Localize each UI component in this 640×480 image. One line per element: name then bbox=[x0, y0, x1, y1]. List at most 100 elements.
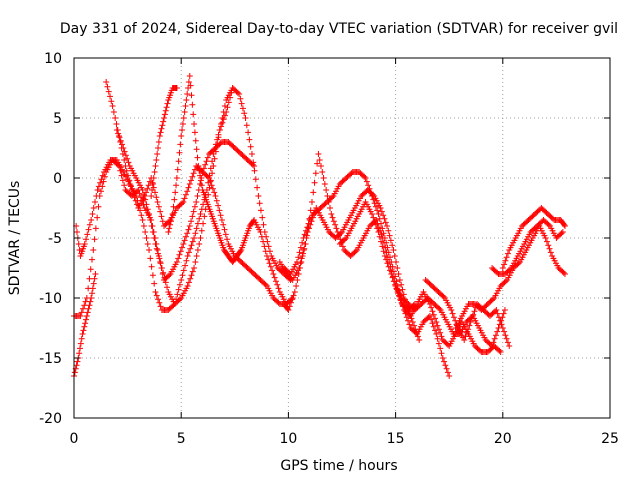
data-point bbox=[220, 116, 227, 123]
data-point bbox=[250, 159, 257, 166]
data-point bbox=[348, 170, 355, 177]
data-point bbox=[179, 272, 186, 279]
data-point bbox=[173, 175, 180, 181]
data-point bbox=[467, 319, 474, 325]
data-point bbox=[375, 211, 382, 217]
y-tick-label: -20 bbox=[39, 411, 62, 427]
data-point bbox=[371, 218, 378, 225]
data-point bbox=[302, 241, 309, 247]
data-point bbox=[443, 365, 450, 372]
data-point bbox=[286, 303, 293, 310]
data-point bbox=[81, 241, 88, 247]
y-axis-label: SDTVAR / TECUs bbox=[7, 181, 23, 296]
data-point bbox=[197, 177, 204, 184]
data-point bbox=[406, 321, 413, 328]
data-point bbox=[187, 275, 194, 282]
data-point bbox=[180, 241, 187, 247]
data-point bbox=[448, 307, 455, 313]
data-point bbox=[248, 151, 255, 157]
data-point bbox=[185, 249, 192, 256]
data-point bbox=[213, 197, 220, 204]
data-point bbox=[90, 205, 97, 211]
data-point bbox=[398, 281, 405, 288]
data-point bbox=[494, 328, 501, 335]
data-point bbox=[162, 279, 169, 286]
data-point bbox=[113, 127, 120, 133]
data-point bbox=[182, 233, 189, 240]
data-point bbox=[86, 221, 93, 228]
data-point bbox=[211, 189, 218, 196]
data-point bbox=[159, 218, 166, 225]
data-point bbox=[87, 266, 94, 273]
data-point bbox=[380, 248, 387, 255]
data-point bbox=[88, 295, 95, 301]
data-point bbox=[103, 79, 110, 85]
data-point bbox=[79, 331, 86, 337]
data-point bbox=[184, 283, 191, 289]
data-point bbox=[384, 223, 391, 229]
data-point bbox=[383, 249, 390, 256]
data-point bbox=[362, 175, 369, 181]
data-point bbox=[363, 178, 370, 185]
data-point bbox=[463, 329, 470, 336]
data-point bbox=[202, 161, 209, 168]
data-point bbox=[435, 340, 442, 347]
data-point bbox=[74, 358, 81, 365]
data-point bbox=[296, 265, 303, 271]
data-point bbox=[75, 241, 82, 247]
data-point bbox=[183, 257, 190, 264]
data-point bbox=[361, 173, 368, 180]
data-point bbox=[413, 329, 420, 336]
data-point bbox=[178, 133, 185, 139]
data-point bbox=[265, 256, 272, 263]
data-point bbox=[434, 335, 441, 342]
data-point bbox=[142, 229, 149, 235]
data-point bbox=[190, 170, 197, 177]
data-point bbox=[406, 311, 413, 318]
data-point bbox=[446, 373, 453, 379]
data-point bbox=[382, 219, 389, 226]
data-point bbox=[76, 350, 83, 357]
data-point bbox=[180, 199, 187, 205]
data-point bbox=[495, 314, 502, 321]
data-point bbox=[176, 281, 183, 288]
data-point bbox=[193, 225, 200, 232]
data-point bbox=[184, 230, 191, 237]
data-point bbox=[545, 221, 552, 228]
data-point bbox=[201, 213, 208, 220]
data-point bbox=[77, 345, 84, 352]
data-point bbox=[242, 115, 249, 121]
data-point bbox=[218, 217, 225, 223]
data-point bbox=[381, 215, 388, 222]
data-point bbox=[109, 103, 116, 109]
data-point bbox=[157, 260, 164, 267]
data-point bbox=[493, 307, 500, 313]
data-point bbox=[155, 145, 162, 151]
data-point bbox=[167, 218, 174, 225]
data-point bbox=[542, 235, 549, 241]
data-point bbox=[112, 115, 119, 121]
data-point bbox=[192, 259, 199, 265]
data-point bbox=[159, 122, 166, 129]
data-point bbox=[99, 172, 106, 179]
data-point bbox=[153, 292, 160, 299]
data-point bbox=[177, 248, 184, 255]
data-point bbox=[396, 277, 403, 283]
y-tick-label: -10 bbox=[39, 291, 62, 307]
data-point bbox=[465, 326, 472, 333]
data-point bbox=[394, 265, 401, 271]
data-point bbox=[148, 223, 155, 229]
data-point bbox=[143, 201, 150, 208]
data-point bbox=[220, 109, 227, 115]
data-point bbox=[149, 187, 156, 193]
data-point bbox=[561, 221, 568, 228]
data-point bbox=[297, 260, 304, 267]
data-point bbox=[329, 194, 336, 201]
data-point bbox=[197, 235, 204, 241]
data-point bbox=[182, 191, 189, 198]
data-point bbox=[444, 369, 451, 376]
data-point bbox=[173, 259, 180, 265]
data-point bbox=[393, 259, 400, 265]
data-point bbox=[433, 331, 440, 337]
data-point bbox=[139, 187, 146, 193]
